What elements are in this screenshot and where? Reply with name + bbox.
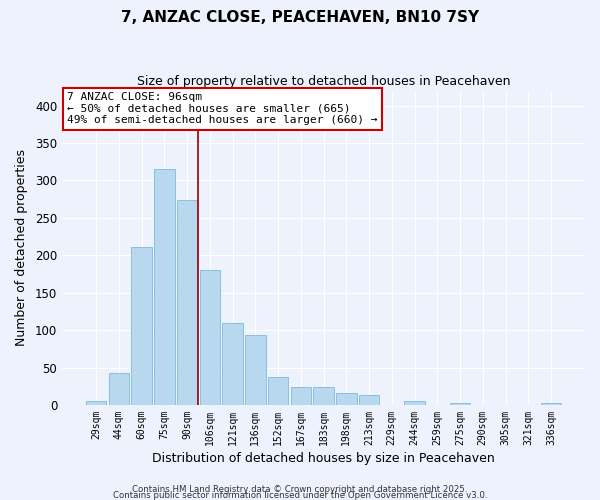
Text: Contains HM Land Registry data © Crown copyright and database right 2025.: Contains HM Land Registry data © Crown c…	[132, 484, 468, 494]
Bar	[359, 395, 379, 405]
Bar	[177, 200, 197, 405]
Bar	[290, 387, 311, 405]
Bar	[336, 393, 356, 405]
Bar	[200, 270, 220, 405]
Bar	[450, 404, 470, 405]
X-axis label: Distribution of detached houses by size in Peacehaven: Distribution of detached houses by size …	[152, 452, 495, 465]
Bar	[245, 336, 266, 405]
Bar	[131, 247, 152, 405]
Bar	[86, 401, 106, 405]
Text: Contains public sector information licensed under the Open Government Licence v3: Contains public sector information licen…	[113, 490, 487, 500]
Text: 7 ANZAC CLOSE: 96sqm
← 50% of detached houses are smaller (665)
49% of semi-deta: 7 ANZAC CLOSE: 96sqm ← 50% of detached h…	[67, 92, 378, 126]
Y-axis label: Number of detached properties: Number of detached properties	[15, 149, 28, 346]
Bar	[223, 322, 243, 405]
Bar	[313, 387, 334, 405]
Bar	[154, 169, 175, 405]
Bar	[541, 404, 561, 405]
Bar	[268, 377, 288, 405]
Title: Size of property relative to detached houses in Peacehaven: Size of property relative to detached ho…	[137, 75, 510, 88]
Bar	[404, 401, 425, 405]
Text: 7, ANZAC CLOSE, PEACEHAVEN, BN10 7SY: 7, ANZAC CLOSE, PEACEHAVEN, BN10 7SY	[121, 10, 479, 25]
Bar	[109, 373, 129, 405]
